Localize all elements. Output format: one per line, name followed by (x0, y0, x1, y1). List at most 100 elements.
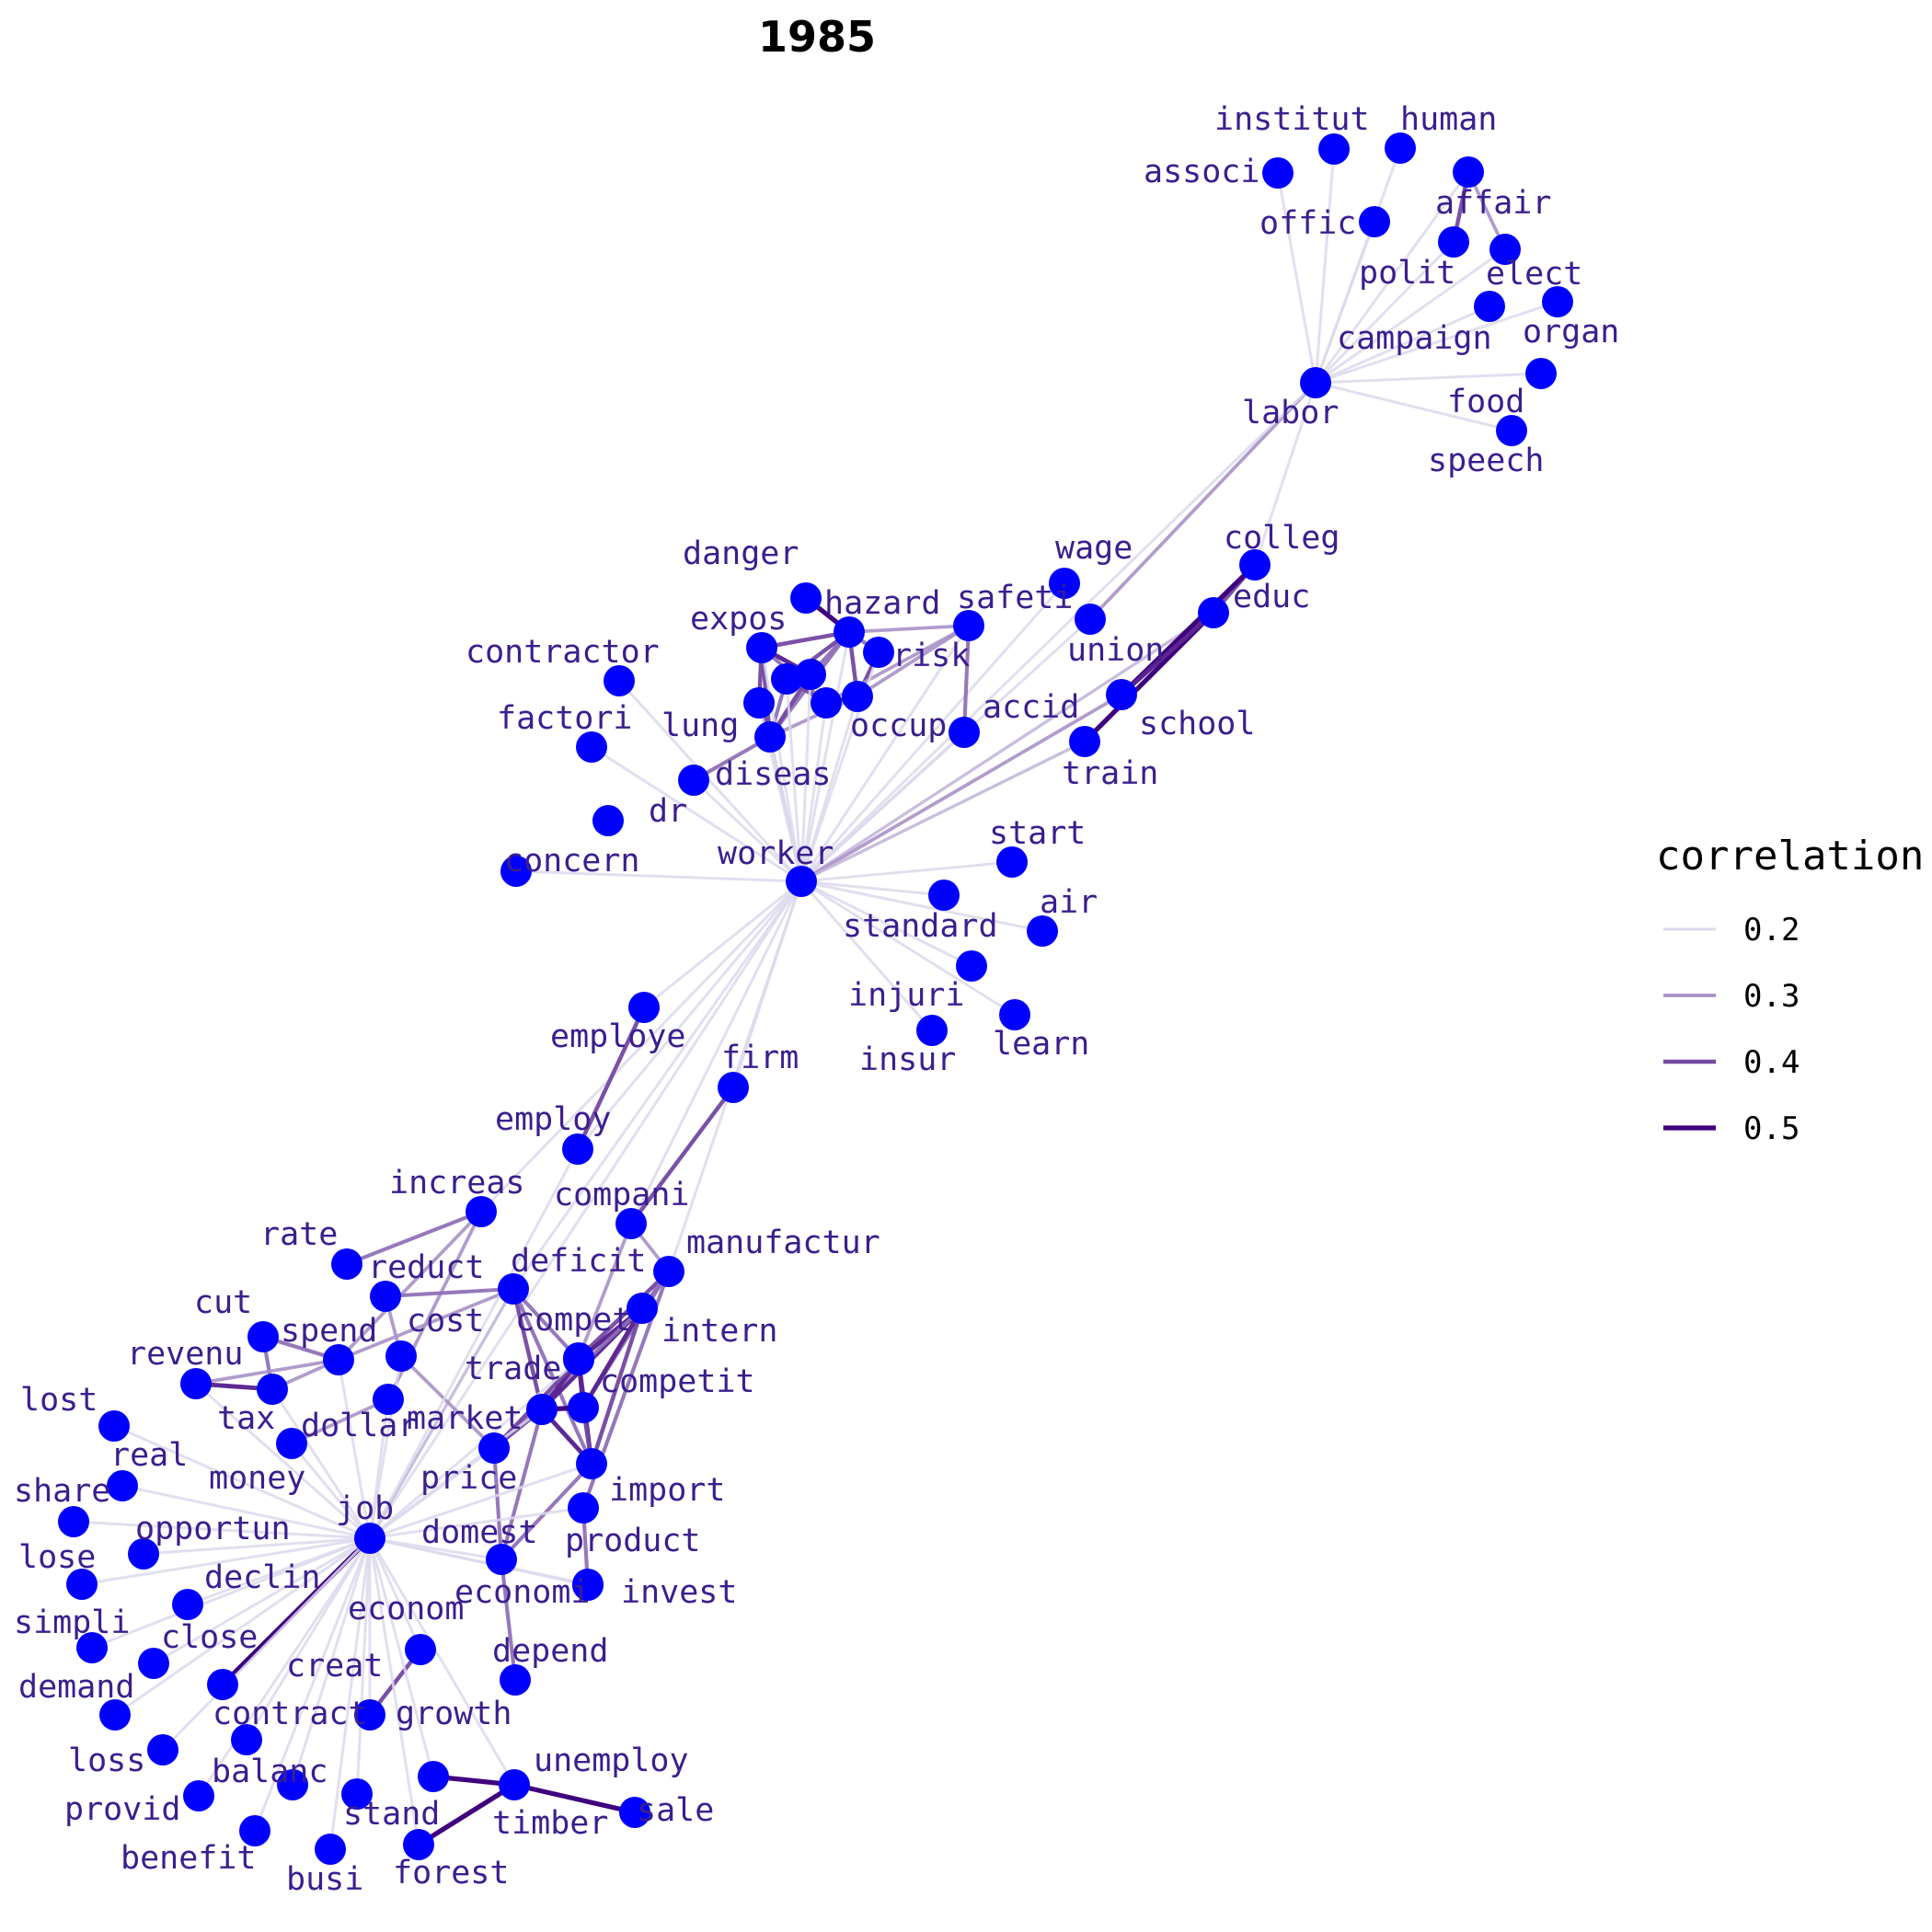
node-label-econom: econom (348, 1591, 464, 1627)
node-competit (568, 1392, 599, 1423)
edge-price-domest (491, 1447, 504, 1560)
node-label-associ: associ (1144, 154, 1259, 190)
node-declin (172, 1589, 203, 1620)
node-label-trade: trade (465, 1351, 561, 1387)
node-factori (576, 731, 607, 763)
edge-job-employ (368, 1148, 580, 1539)
edge-worker-increas (479, 880, 803, 1213)
node-worker (786, 866, 817, 897)
node-label-tax: tax (217, 1400, 275, 1437)
node-increas (466, 1196, 497, 1227)
node-label-food: food (1447, 384, 1524, 420)
edge-worker-employ (576, 880, 803, 1150)
edge-revenu-spend (195, 1358, 339, 1386)
node-safeti (953, 610, 984, 641)
edge-worker-air (800, 880, 1043, 933)
node-label-simpli: simpli (14, 1604, 130, 1641)
node-label-deficit: deficit (511, 1243, 647, 1280)
node-intern (627, 1293, 658, 1324)
node-label-safeti: safeti (957, 580, 1073, 616)
legend-label-0.3: 0.3 (1743, 978, 1800, 1015)
node-label-insur: insur (859, 1041, 956, 1078)
node-label-provid: provid (64, 1791, 180, 1828)
node-cost (385, 1340, 417, 1372)
node-label-rate: rate (260, 1216, 338, 1253)
edge-worker-educ (800, 611, 1214, 883)
node-human (1385, 132, 1416, 164)
node-import (576, 1448, 607, 1479)
edge-intern-import (589, 1307, 645, 1465)
node-label-stand: stand (343, 1796, 440, 1833)
legend-title: correlation (1656, 833, 1924, 880)
node-label-import: import (609, 1472, 725, 1509)
node-trade (563, 1344, 594, 1375)
node-organ (1542, 286, 1573, 317)
edge-labor-campaign (1315, 305, 1490, 385)
node-label-danger: danger (683, 535, 799, 572)
node-label-benefit: benefit (121, 1840, 257, 1877)
edge-worker-wage (799, 582, 1066, 882)
edge-labor-speech (1315, 381, 1512, 432)
node-label-loss: loss (68, 1742, 145, 1779)
node-label-factori: factori (497, 700, 633, 737)
node-label-cut: cut (194, 1284, 252, 1321)
legend-label-0.5: 0.5 (1743, 1110, 1800, 1147)
edge-labor-union (1088, 381, 1317, 621)
edge-job-price (369, 1446, 495, 1540)
node-employe (628, 992, 660, 1023)
edge-job-provid (197, 1537, 372, 1797)
edge-job-lost (113, 1424, 371, 1540)
node-elect (1489, 234, 1521, 265)
node-associ (1262, 157, 1294, 189)
edge-job-close (153, 1536, 371, 1665)
edge-deficit-import (512, 1288, 593, 1465)
node-cluster-hz3 (795, 659, 826, 690)
node-real (107, 1470, 138, 1501)
node-employ (562, 1133, 593, 1165)
node-label-lose: lose (18, 1539, 96, 1576)
edge-job-demand (114, 1536, 371, 1717)
node-label-revenu: revenu (127, 1336, 243, 1373)
node-label-contract: contract (213, 1696, 368, 1732)
node-label-accid: accid (983, 689, 1079, 726)
node-label-demand: demand (18, 1669, 134, 1706)
edge-job-simpli (91, 1536, 371, 1650)
node-air (1027, 915, 1058, 947)
edge-increas-spend (337, 1210, 483, 1362)
node-label-declin: declin (204, 1559, 320, 1596)
node-lost (98, 1410, 130, 1442)
node-risk (863, 637, 894, 668)
edge-deficit-market (511, 1288, 545, 1410)
node-label-colleg: colleg (1224, 520, 1340, 557)
edge-labor-organ (1315, 300, 1558, 385)
node-affair (1453, 156, 1484, 188)
node-dollar (373, 1384, 404, 1415)
node-label-train: train (1062, 755, 1158, 792)
edge-worker-contractor (617, 679, 803, 883)
node-opportun (128, 1538, 159, 1570)
edge-worker-hz6 (799, 702, 828, 882)
node-unemploy (418, 1761, 449, 1792)
node-label-close: close (161, 1619, 258, 1656)
node-label-elect: elect (1486, 256, 1582, 293)
edge-intern-competit (581, 1306, 645, 1409)
edge-labor-food (1315, 372, 1542, 385)
node-label-expos: expos (690, 601, 787, 638)
node-compani (615, 1208, 647, 1239)
node-label-creat: creat (286, 1648, 383, 1685)
edge-job-balanc (291, 1537, 372, 1786)
node-creat (207, 1669, 238, 1700)
node-invest (572, 1570, 604, 1601)
edge-worker-deficit (512, 880, 803, 1290)
node-label-campaign: campaign (1337, 320, 1492, 357)
node-label-job: job (336, 1490, 394, 1527)
node-label-domest: domest (421, 1514, 537, 1551)
node-spend (323, 1344, 354, 1375)
node-label-economi: economi (454, 1574, 591, 1611)
node-school (1106, 679, 1137, 710)
node-label-compani: compani (554, 1177, 690, 1213)
node-label-balanc: balanc (212, 1754, 328, 1790)
edge-timber-sale (513, 1782, 636, 1815)
node-hazard (834, 616, 865, 648)
